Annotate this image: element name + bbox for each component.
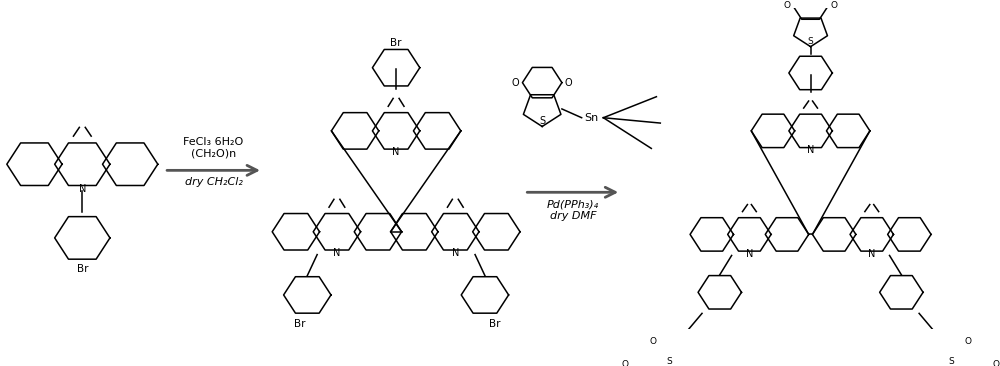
Text: N: N — [392, 147, 400, 157]
Text: N: N — [452, 248, 459, 258]
Text: O: O — [650, 337, 657, 346]
Text: Br: Br — [489, 319, 501, 329]
Text: N: N — [807, 145, 814, 155]
Text: S: S — [808, 37, 813, 46]
Text: Br: Br — [77, 264, 88, 274]
Text: dry CH₂Cl₂: dry CH₂Cl₂ — [185, 178, 242, 187]
Text: O: O — [993, 360, 1000, 366]
Text: O: O — [565, 78, 572, 87]
Text: O: O — [964, 337, 971, 346]
Text: N: N — [333, 248, 341, 258]
Text: Pd(PPh₃)₄: Pd(PPh₃)₄ — [547, 199, 599, 209]
Text: O: O — [830, 1, 837, 10]
Text: O: O — [784, 1, 791, 10]
Text: Br: Br — [390, 38, 402, 48]
Text: S: S — [539, 116, 545, 126]
Text: Br: Br — [294, 319, 305, 329]
Text: O: O — [622, 360, 629, 366]
Text: dry DMF: dry DMF — [550, 211, 596, 221]
Text: S: S — [667, 357, 672, 366]
Text: (CH₂O)n: (CH₂O)n — [191, 148, 236, 158]
Text: FeCl₃ 6H₂O: FeCl₃ 6H₂O — [183, 137, 244, 147]
Text: O: O — [512, 78, 519, 87]
Text: S: S — [949, 357, 955, 366]
Text: Sn: Sn — [584, 113, 599, 123]
Text: N: N — [79, 184, 86, 194]
Text: N: N — [868, 249, 875, 259]
Text: N: N — [746, 249, 753, 259]
